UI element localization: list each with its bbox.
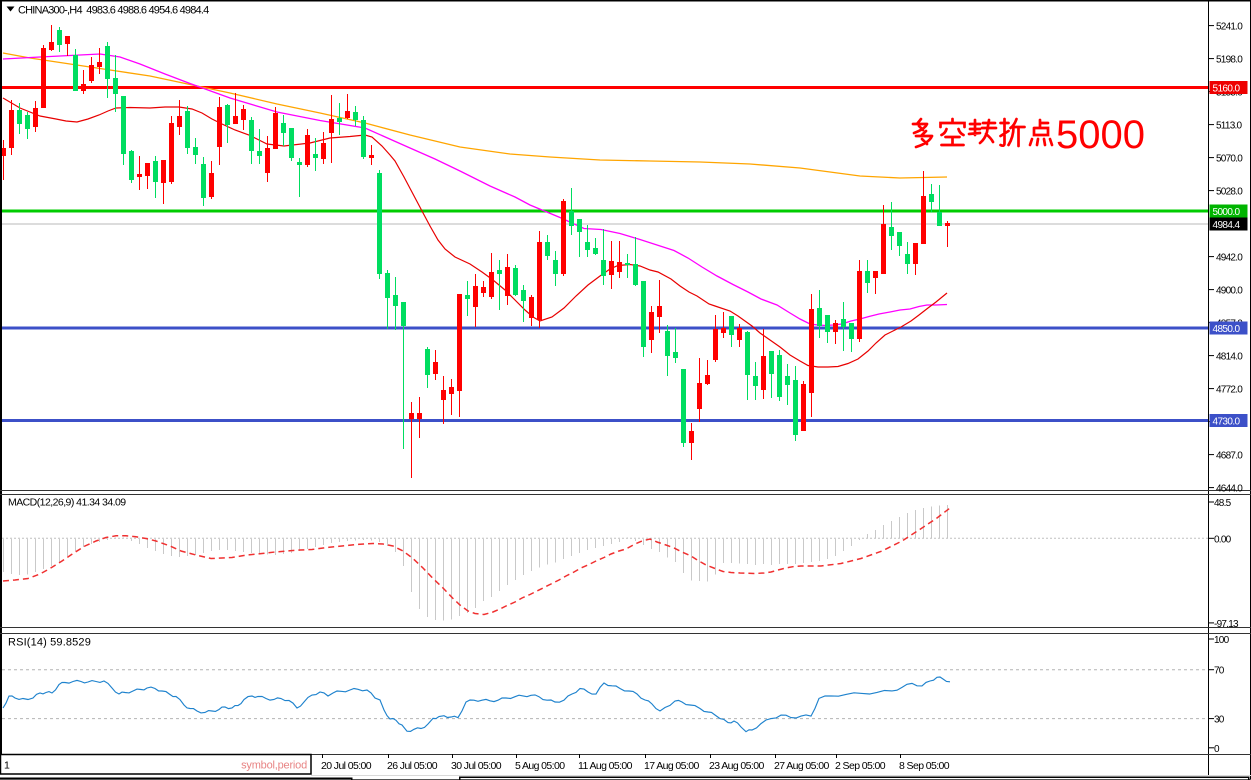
svg-text:symbol,period: symbol,period: [241, 760, 307, 772]
svg-text:11 Aug 05:00: 11 Aug 05:00: [578, 760, 633, 772]
svg-text:5241.0: 5241.0: [1216, 22, 1243, 33]
svg-text:48.5: 48.5: [1214, 498, 1232, 509]
svg-text:30: 30: [1214, 715, 1225, 726]
svg-text:5 Aug 05:00: 5 Aug 05:00: [515, 760, 565, 772]
svg-text:5198.0: 5198.0: [1216, 55, 1243, 66]
svg-text:17 Aug 05:00: 17 Aug 05:00: [644, 760, 699, 772]
svg-text:23 Aug 05:00: 23 Aug 05:00: [709, 760, 764, 772]
svg-text:1: 1: [4, 760, 10, 772]
svg-text:8 Sep 05:00: 8 Sep 05:00: [899, 760, 950, 772]
svg-text:4984.4: 4984.4: [1213, 220, 1241, 231]
svg-text:4730.0: 4730.0: [1213, 416, 1241, 427]
svg-text:5000: 5000: [1056, 113, 1145, 157]
svg-text:MACD(12,26,9) 41.34 34.09: MACD(12,26,9) 41.34 34.09: [8, 497, 126, 509]
svg-text:100: 100: [1214, 635, 1230, 646]
svg-text:4900.0: 4900.0: [1216, 286, 1243, 297]
svg-text:CHINA300-,H4 4983.6 4988.6 49: CHINA300-,H4 4983.6 4988.6 4954.6 4984.4: [18, 5, 209, 17]
svg-text:4687.0: 4687.0: [1216, 451, 1243, 462]
svg-text:5113.0: 5113.0: [1216, 121, 1243, 132]
svg-text:4644.0: 4644.0: [1216, 484, 1243, 495]
svg-text:2 Sep 05:00: 2 Sep 05:00: [835, 760, 886, 772]
svg-text:-97.13: -97.13: [1214, 619, 1239, 630]
svg-text:RSI(14) 59.8529: RSI(14) 59.8529: [8, 637, 91, 649]
svg-text:5028.0: 5028.0: [1216, 187, 1243, 198]
svg-text:0.00: 0.00: [1214, 534, 1232, 545]
svg-text:20 Jul 05:00: 20 Jul 05:00: [321, 760, 372, 772]
svg-text:30 Jul 05:00: 30 Jul 05:00: [451, 760, 502, 772]
svg-text:5160.0: 5160.0: [1213, 83, 1241, 94]
svg-text:5070.0: 5070.0: [1216, 154, 1243, 165]
svg-text:4942.0: 4942.0: [1216, 253, 1243, 264]
svg-text:4772.0: 4772.0: [1216, 385, 1243, 396]
svg-text:27 Aug 05:00: 27 Aug 05:00: [774, 760, 829, 772]
svg-text:70: 70: [1214, 666, 1225, 677]
svg-text:0: 0: [1214, 744, 1220, 755]
svg-text:4850.0: 4850.0: [1213, 324, 1241, 335]
svg-text:4814.0: 4814.0: [1216, 352, 1243, 363]
svg-text:26 Jul 05:00: 26 Jul 05:00: [387, 760, 438, 772]
svg-text:5000.0: 5000.0: [1213, 207, 1241, 218]
